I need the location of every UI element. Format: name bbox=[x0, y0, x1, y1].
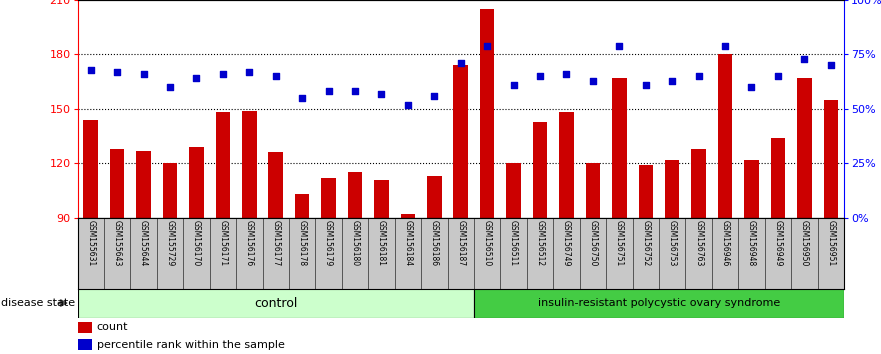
Text: GSM156176: GSM156176 bbox=[245, 220, 254, 266]
Bar bbox=[401, 214, 415, 218]
Text: GSM156751: GSM156751 bbox=[615, 220, 624, 266]
Point bbox=[480, 43, 494, 48]
Point bbox=[242, 69, 256, 75]
Point bbox=[110, 69, 124, 75]
Bar bbox=[269, 152, 283, 218]
Text: GSM155643: GSM155643 bbox=[113, 220, 122, 266]
Point bbox=[322, 88, 336, 94]
Bar bbox=[480, 9, 494, 218]
Bar bbox=[137, 150, 151, 218]
Point bbox=[348, 88, 362, 94]
Text: GSM156948: GSM156948 bbox=[747, 220, 756, 266]
Bar bbox=[771, 138, 785, 218]
Text: GSM155729: GSM155729 bbox=[166, 220, 174, 266]
Bar bbox=[474, 289, 844, 318]
Text: GSM156946: GSM156946 bbox=[721, 220, 729, 266]
Point bbox=[454, 60, 468, 66]
Text: GSM156184: GSM156184 bbox=[403, 220, 412, 266]
Text: count: count bbox=[97, 322, 129, 332]
Point bbox=[718, 43, 732, 48]
Text: percentile rank within the sample: percentile rank within the sample bbox=[97, 340, 285, 350]
Bar bbox=[295, 194, 309, 218]
Point bbox=[216, 71, 230, 77]
Bar bbox=[216, 113, 230, 218]
Point bbox=[269, 73, 283, 79]
Point bbox=[427, 93, 441, 99]
Point bbox=[163, 84, 177, 90]
Point bbox=[744, 84, 759, 90]
Text: GSM156187: GSM156187 bbox=[456, 220, 465, 266]
Text: GSM156750: GSM156750 bbox=[589, 220, 597, 266]
Point bbox=[374, 91, 389, 96]
Point bbox=[797, 56, 811, 62]
Text: GSM156186: GSM156186 bbox=[430, 220, 439, 266]
Point bbox=[771, 73, 785, 79]
Text: GSM156510: GSM156510 bbox=[483, 220, 492, 266]
Bar bbox=[692, 149, 706, 218]
Point bbox=[137, 71, 151, 77]
Text: GSM156763: GSM156763 bbox=[694, 220, 703, 266]
Text: GSM156178: GSM156178 bbox=[298, 220, 307, 266]
Point bbox=[586, 78, 600, 84]
Bar bbox=[427, 176, 441, 218]
Bar bbox=[374, 179, 389, 218]
Bar bbox=[797, 78, 811, 218]
Bar bbox=[84, 120, 98, 218]
Bar bbox=[586, 163, 600, 218]
Text: GSM155631: GSM155631 bbox=[86, 220, 95, 266]
Bar bbox=[744, 160, 759, 218]
Bar bbox=[348, 172, 362, 218]
Text: GSM156171: GSM156171 bbox=[218, 220, 227, 266]
Text: GSM156177: GSM156177 bbox=[271, 220, 280, 266]
Point bbox=[84, 67, 98, 73]
Point bbox=[189, 75, 204, 81]
Bar bbox=[163, 163, 177, 218]
Text: GSM156950: GSM156950 bbox=[800, 220, 809, 266]
Point bbox=[295, 95, 309, 101]
Bar bbox=[824, 100, 838, 218]
Text: GSM156511: GSM156511 bbox=[509, 220, 518, 266]
Point bbox=[401, 102, 415, 107]
Bar bbox=[78, 289, 474, 318]
Bar bbox=[718, 55, 732, 218]
Bar bbox=[78, 322, 93, 333]
Bar bbox=[665, 160, 679, 218]
Point bbox=[612, 43, 626, 48]
Text: GSM156512: GSM156512 bbox=[536, 220, 544, 266]
Bar bbox=[507, 163, 521, 218]
Text: GSM156951: GSM156951 bbox=[826, 220, 835, 266]
Bar bbox=[242, 111, 256, 218]
Bar bbox=[454, 65, 468, 218]
Text: insulin-resistant polycystic ovary syndrome: insulin-resistant polycystic ovary syndr… bbox=[538, 298, 780, 308]
Point bbox=[533, 73, 547, 79]
Bar bbox=[639, 165, 653, 218]
Text: GSM156753: GSM156753 bbox=[668, 220, 677, 266]
Point bbox=[692, 73, 706, 79]
Bar bbox=[559, 113, 574, 218]
Bar bbox=[612, 78, 626, 218]
Text: GSM156180: GSM156180 bbox=[351, 220, 359, 266]
Text: GSM155644: GSM155644 bbox=[139, 220, 148, 266]
Bar bbox=[110, 149, 124, 218]
Text: GSM156170: GSM156170 bbox=[192, 220, 201, 266]
Text: disease state: disease state bbox=[1, 298, 75, 308]
Text: GSM156949: GSM156949 bbox=[774, 220, 782, 266]
Text: control: control bbox=[254, 297, 298, 309]
Text: GSM156752: GSM156752 bbox=[641, 220, 650, 266]
Bar bbox=[322, 178, 336, 218]
Text: GSM156179: GSM156179 bbox=[324, 220, 333, 266]
Text: GSM156749: GSM156749 bbox=[562, 220, 571, 266]
Point bbox=[824, 62, 838, 68]
Text: GSM156181: GSM156181 bbox=[377, 220, 386, 266]
Bar bbox=[78, 339, 93, 350]
Bar bbox=[189, 147, 204, 218]
Point bbox=[665, 78, 679, 84]
Point bbox=[639, 82, 653, 88]
Point bbox=[507, 82, 521, 88]
Bar bbox=[533, 121, 547, 218]
Point bbox=[559, 71, 574, 77]
